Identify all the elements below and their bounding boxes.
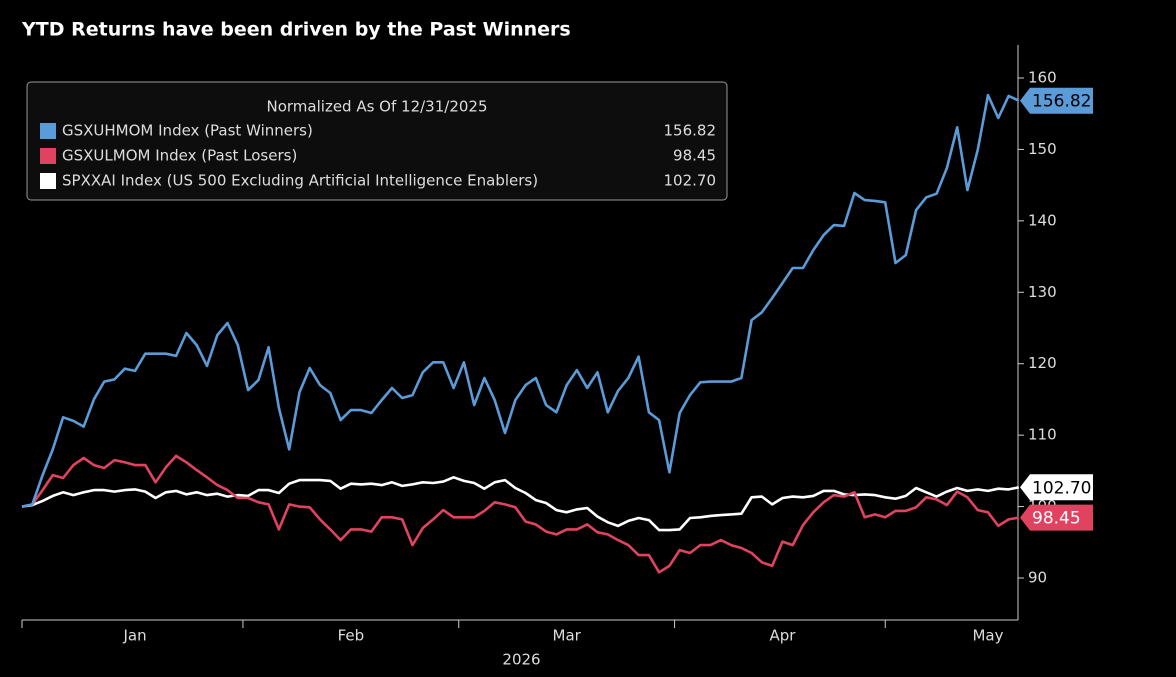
legend-swatch — [40, 123, 56, 139]
value-tag: 156.82 — [1020, 87, 1093, 114]
chart-title: YTD Returns have been driven by the Past… — [21, 19, 571, 41]
legend: Normalized As Of 12/31/2025 GSXUHMOM Inde… — [26, 81, 728, 201]
value-tag-label: 102.70 — [1032, 478, 1091, 498]
value-tag-shape — [1020, 504, 1093, 531]
x-tick-label: Apr — [769, 627, 796, 645]
legend-label: SPXXAI Index (US 500 Excluding Artificia… — [62, 172, 538, 190]
y-tick-label: 110 — [1028, 426, 1057, 444]
y-tick-label: 90 — [1028, 569, 1047, 587]
legend-value: 102.70 — [664, 172, 717, 190]
y-tick-label: 150 — [1028, 140, 1057, 158]
legend-swatch — [40, 148, 56, 164]
x-tick-label: Feb — [338, 627, 365, 645]
y-tick-label: 130 — [1028, 283, 1057, 301]
y-tick-label: 120 — [1028, 354, 1057, 372]
y-tick-label: 140 — [1028, 211, 1057, 229]
legend-label: GSXULMOM Index (Past Losers) — [62, 147, 297, 165]
series-line — [21, 93, 1020, 508]
value-tag: 98.45 — [1020, 504, 1093, 531]
legend-value: 98.45 — [673, 147, 716, 165]
series-line — [21, 476, 1020, 532]
legend-title: Normalized As Of 12/31/2025 — [267, 98, 488, 116]
legend-label: GSXUHMOM Index (Past Winners) — [62, 122, 313, 140]
value-tag-shape — [1020, 87, 1093, 114]
legend-swatch — [40, 173, 56, 189]
value-tag: 102.70 — [1020, 474, 1093, 501]
x-tick-label: May — [972, 627, 1003, 645]
x-tick-label: Mar — [553, 627, 582, 645]
legend-value: 156.82 — [664, 122, 717, 140]
legend-box — [26, 81, 728, 201]
value-tag-label: 98.45 — [1032, 509, 1081, 529]
value-tag-shape — [1020, 474, 1093, 501]
y-tick-label: 160 — [1028, 69, 1057, 87]
x-tick-label: Jan — [122, 627, 146, 645]
value-tag-label: 156.82 — [1032, 92, 1091, 112]
x-axis-label: 2026 — [502, 651, 540, 669]
series-line — [21, 454, 1020, 574]
